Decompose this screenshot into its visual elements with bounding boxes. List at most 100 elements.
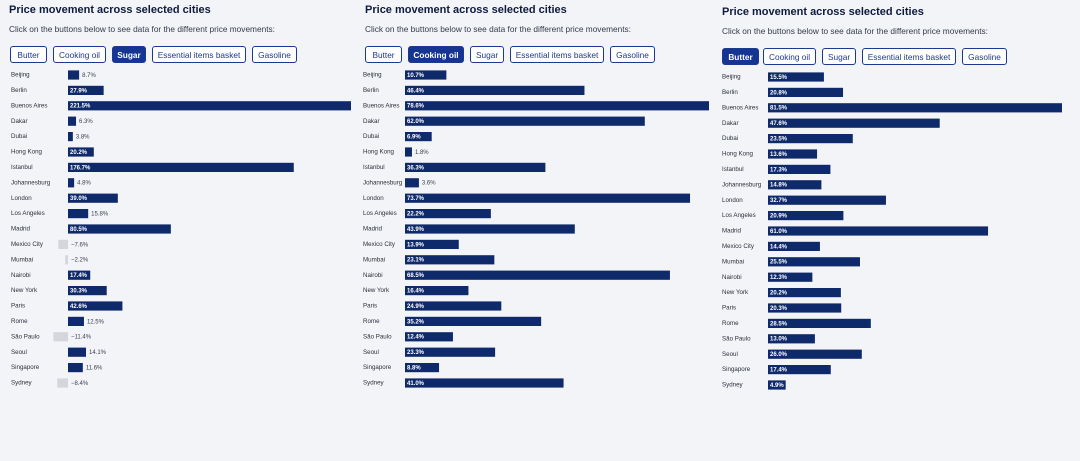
value-label: 47.6%: [770, 121, 788, 127]
panel-title: Price movement across selected cities: [9, 4, 211, 16]
bar: [68, 363, 83, 373]
value-label: 6.3%: [79, 119, 93, 125]
city-label: Los Angeles: [722, 212, 756, 219]
value-label: 13.6%: [770, 152, 788, 158]
bar: [768, 257, 861, 267]
bar: [68, 85, 104, 95]
bar: [68, 178, 75, 188]
butter-button[interactable]: Butter: [722, 48, 760, 65]
city-label: Buenos Aires: [11, 102, 47, 109]
city-label: Istanbul: [363, 164, 385, 171]
value-label: 16.4%: [407, 288, 425, 294]
gasoline-button[interactable]: Gasoline: [252, 46, 297, 63]
butter-button[interactable]: Butter: [365, 46, 403, 63]
city-label: London: [11, 195, 32, 202]
value-label: 20.2%: [70, 150, 88, 156]
cooking-oil-button[interactable]: Cooking oil: [408, 46, 465, 63]
city-label: Dubai: [722, 135, 738, 142]
bar: [768, 303, 842, 313]
city-label: Mumbai: [11, 256, 33, 263]
city-label: São Paulo: [363, 333, 392, 340]
city-label: Johannesburg: [722, 181, 762, 188]
bar: [768, 118, 940, 128]
bar: [68, 101, 351, 111]
sugar-button[interactable]: Sugar: [112, 46, 146, 63]
value-label: 13.0%: [770, 337, 788, 343]
value-label: 46.4%: [407, 88, 425, 94]
value-label: 22.2%: [407, 211, 425, 217]
bar: [405, 70, 447, 80]
bar: [68, 270, 91, 280]
city-label: Los Angeles: [11, 210, 45, 217]
value-label: 78.6%: [407, 104, 425, 110]
bar: [768, 272, 813, 282]
value-label: −7.6%: [71, 242, 89, 248]
value-label: 14.1%: [89, 350, 107, 356]
panel-title: Price movement across selected cities: [722, 6, 924, 18]
city-label: Beijing: [722, 74, 741, 81]
essential-items-basket-button[interactable]: Essential items basket: [510, 46, 605, 63]
value-label: 13.9%: [407, 242, 425, 248]
value-label: 20.8%: [770, 90, 788, 96]
essential-items-basket-button[interactable]: Essential items basket: [152, 46, 246, 63]
bar: [405, 286, 469, 296]
value-label: 27.9%: [70, 88, 88, 94]
gasoline-button[interactable]: Gasoline: [610, 46, 656, 63]
bar: [768, 226, 989, 236]
cooking-oil-button[interactable]: Cooking oil: [53, 46, 106, 63]
bar: [768, 288, 841, 298]
bar: [768, 180, 822, 190]
value-label: 32.7%: [770, 198, 788, 204]
city-label: Istanbul: [722, 166, 744, 173]
bar: [768, 87, 844, 97]
city-label: Rome: [722, 320, 739, 327]
value-label: 3.6%: [422, 181, 436, 187]
value-label: 81.5%: [770, 106, 788, 112]
city-label: Los Angeles: [363, 210, 397, 217]
city-label: Nairobi: [11, 272, 31, 279]
chart-panel-butter: Price movement across selected cities Cl…: [713, 0, 1080, 461]
value-label: 8.7%: [82, 73, 96, 79]
bar: [405, 316, 542, 326]
city-label: Mumbai: [722, 258, 744, 265]
value-label: 1.8%: [415, 150, 429, 156]
bar-chart: Beijing 15.5% Berlin 20.8% Buenos Aires 81.5%…: [722, 72, 1063, 390]
city-label: Nairobi: [363, 272, 383, 279]
value-label: 14.8%: [770, 183, 788, 189]
bar: [65, 255, 68, 265]
value-label: −2.2%: [71, 258, 89, 264]
city-label: Beijing: [363, 72, 382, 79]
bar: [405, 193, 691, 203]
bar: [768, 211, 844, 221]
city-label: Sydney: [363, 380, 385, 387]
value-label: 221.5%: [70, 104, 91, 110]
sugar-button[interactable]: Sugar: [470, 46, 505, 63]
city-label: Johannesburg: [363, 179, 403, 186]
value-label: 12.5%: [87, 319, 105, 325]
city-label: Singapore: [722, 366, 751, 373]
bar-chart: Beijing 10.7% Berlin 46.4% Buenos Aires 78.6%…: [363, 70, 710, 388]
city-label: Hong Kong: [363, 149, 395, 156]
value-label: −11.4%: [71, 335, 92, 341]
value-label: 80.5%: [70, 227, 88, 233]
city-label: Mexico City: [363, 241, 396, 248]
essential-items-basket-button[interactable]: Essential items basket: [862, 48, 957, 65]
bar: [405, 178, 419, 188]
city-label: Buenos Aires: [722, 104, 758, 111]
bar: [68, 224, 171, 234]
value-label: 4.9%: [770, 383, 784, 389]
metric-button-row: Butter Cooking oil Sugar Essential items…: [713, 48, 1080, 67]
city-label: Mexico City: [722, 243, 755, 250]
bar: [405, 363, 440, 373]
cooking-oil-button[interactable]: Cooking oil: [763, 48, 817, 65]
bar: [405, 85, 585, 95]
sugar-button[interactable]: Sugar: [822, 48, 857, 65]
value-label: 39.0%: [70, 196, 88, 202]
city-label: New York: [722, 289, 749, 296]
value-label: 6.9%: [407, 134, 421, 140]
metric-button-row: Butter Cooking oil Sugar Essential items…: [0, 46, 353, 65]
bar: [53, 332, 68, 342]
gasoline-button[interactable]: Gasoline: [962, 48, 1008, 65]
butter-button[interactable]: Butter: [10, 46, 47, 63]
value-label: 42.6%: [70, 304, 88, 310]
